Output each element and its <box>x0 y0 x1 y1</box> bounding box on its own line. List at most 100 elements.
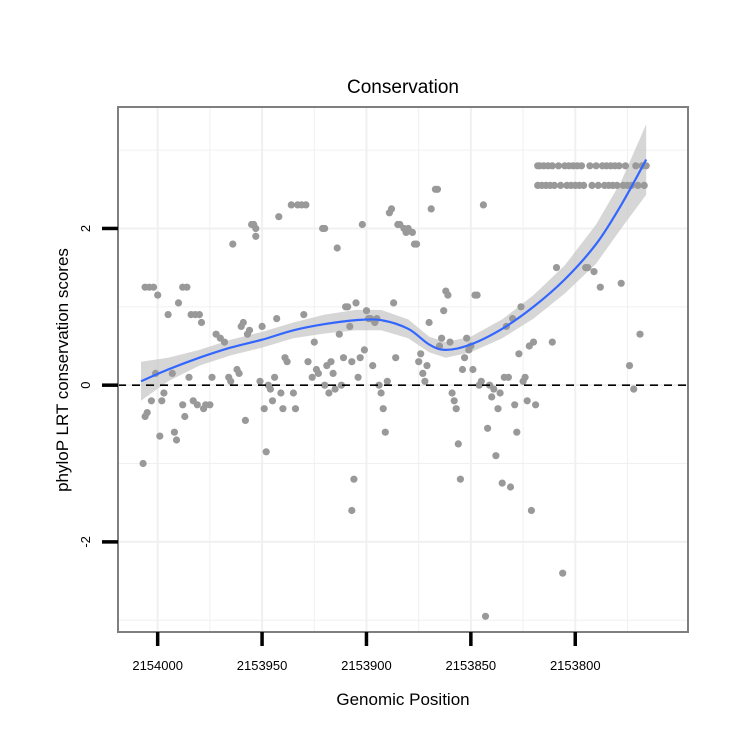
data-point <box>275 213 283 221</box>
data-point <box>277 389 285 397</box>
data-point <box>381 428 389 436</box>
data-point <box>289 389 297 397</box>
data-point <box>158 397 166 405</box>
data-point <box>220 338 229 346</box>
data-point <box>354 373 362 381</box>
data-point <box>634 181 642 189</box>
x-tick-label: 2153850 <box>446 658 497 673</box>
data-point <box>262 448 270 456</box>
data-point <box>632 162 640 170</box>
chart-title: Conservation <box>347 77 459 98</box>
data-point <box>554 162 563 170</box>
data-point <box>577 162 586 170</box>
data-point <box>164 311 172 319</box>
data-point <box>206 401 214 409</box>
data-point <box>149 283 158 291</box>
data-point <box>160 389 168 397</box>
data-point <box>433 185 442 193</box>
data-point <box>494 405 502 413</box>
data-point <box>245 326 254 334</box>
data-point <box>321 224 329 233</box>
grid <box>118 107 688 632</box>
data-point <box>241 416 249 424</box>
scatter-points <box>139 162 650 620</box>
data-point <box>352 299 360 307</box>
loess-curve-line <box>140 158 648 383</box>
data-point <box>625 362 634 370</box>
data-point <box>350 475 358 483</box>
data-point <box>258 322 266 330</box>
data-point <box>181 412 189 421</box>
data-point <box>239 318 247 327</box>
data-point <box>461 354 469 362</box>
data-point <box>511 401 519 409</box>
x-axis-label: Genomic Position <box>336 690 469 709</box>
data-point <box>413 240 421 248</box>
data-point <box>517 303 525 311</box>
data-point <box>291 405 300 413</box>
data-point <box>172 436 181 444</box>
data-point <box>369 362 377 370</box>
data-point <box>310 338 318 346</box>
data-point <box>479 201 487 209</box>
data-point <box>335 330 343 338</box>
data-point <box>287 201 295 209</box>
data-point <box>327 358 335 366</box>
confidence-band-area <box>141 124 647 401</box>
data-point <box>498 479 506 487</box>
x-tick-label: 2153950 <box>237 658 288 673</box>
data-point <box>195 311 203 319</box>
data-point <box>557 181 565 189</box>
axes: 2154000 2153950 2153900 2153850 2153800 2 0 -2 <box>78 225 601 673</box>
data-point <box>636 330 644 338</box>
data-point <box>273 315 281 323</box>
data-point <box>379 405 387 413</box>
data-point <box>448 389 456 397</box>
data-point <box>615 162 623 170</box>
data-point <box>444 291 452 299</box>
data-point <box>339 354 348 362</box>
data-point <box>268 397 277 405</box>
data-point <box>532 401 540 409</box>
data-point <box>408 228 416 236</box>
data-point <box>417 350 425 358</box>
data-point <box>356 354 364 362</box>
data-point <box>358 220 366 229</box>
data-point <box>450 397 458 405</box>
data-point <box>552 264 561 272</box>
data-point <box>170 428 178 436</box>
data-point <box>304 358 312 366</box>
data-point <box>174 299 183 307</box>
data-point <box>617 279 625 287</box>
data-point <box>590 268 598 276</box>
data-point <box>515 350 523 358</box>
data-point <box>488 393 496 401</box>
data-point <box>346 322 354 330</box>
data-point <box>348 506 356 515</box>
data-point <box>592 162 600 170</box>
y-tick-label: 2 <box>78 225 93 232</box>
data-point <box>360 346 368 354</box>
data-point <box>377 389 385 397</box>
data-point <box>256 377 264 385</box>
data-point <box>473 291 481 299</box>
data-point <box>337 381 345 389</box>
data-point <box>458 365 467 374</box>
data-point <box>548 162 556 170</box>
data-point <box>197 318 206 327</box>
data-point <box>260 405 268 413</box>
data-point <box>613 181 621 189</box>
data-point <box>143 409 151 417</box>
y-axis-label: phyloP LRT conservation scores <box>53 248 72 492</box>
x-tick-label: 2153800 <box>550 658 601 673</box>
plot-frame <box>117 106 689 633</box>
data-point <box>584 264 592 272</box>
data-point <box>139 459 147 468</box>
data-point <box>588 181 596 189</box>
data-point <box>586 162 594 170</box>
data-point <box>185 373 193 381</box>
data-point <box>266 385 274 393</box>
data-point <box>156 432 164 440</box>
data-point <box>344 303 352 311</box>
y-tick-label: 0 <box>78 382 93 389</box>
